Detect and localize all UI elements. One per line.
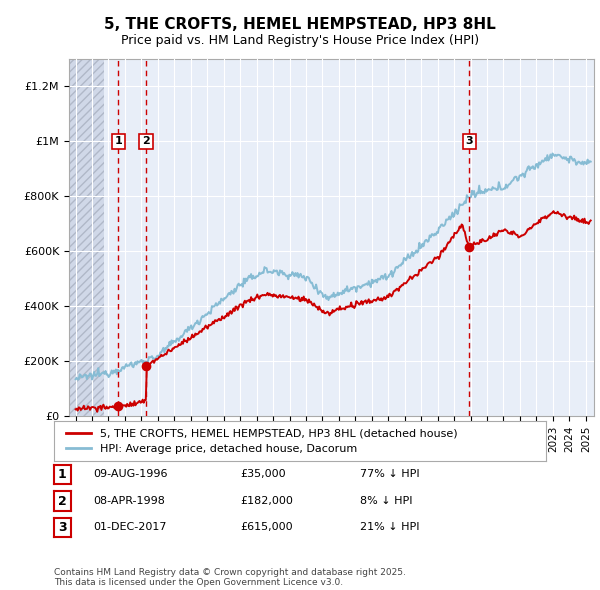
Text: 3: 3 xyxy=(466,136,473,146)
Bar xyxy=(69,59,104,416)
Text: £615,000: £615,000 xyxy=(240,523,293,532)
Text: £182,000: £182,000 xyxy=(240,496,293,506)
Bar xyxy=(69,59,104,416)
Text: 01-DEC-2017: 01-DEC-2017 xyxy=(93,523,167,532)
Text: Contains HM Land Registry data © Crown copyright and database right 2025.
This d: Contains HM Land Registry data © Crown c… xyxy=(54,568,406,587)
Text: 5, THE CROFTS, HEMEL HEMPSTEAD, HP3 8HL: 5, THE CROFTS, HEMEL HEMPSTEAD, HP3 8HL xyxy=(104,17,496,31)
Text: Price paid vs. HM Land Registry's House Price Index (HPI): Price paid vs. HM Land Registry's House … xyxy=(121,34,479,47)
Text: 3: 3 xyxy=(58,521,67,535)
Text: 08-APR-1998: 08-APR-1998 xyxy=(93,496,165,506)
Text: 21% ↓ HPI: 21% ↓ HPI xyxy=(360,523,419,532)
Text: £35,000: £35,000 xyxy=(240,470,286,479)
Text: 2: 2 xyxy=(58,494,67,508)
Text: 1: 1 xyxy=(58,468,67,481)
Text: 8% ↓ HPI: 8% ↓ HPI xyxy=(360,496,413,506)
Text: 1: 1 xyxy=(115,136,122,146)
Text: 77% ↓ HPI: 77% ↓ HPI xyxy=(360,470,419,479)
Text: 09-AUG-1996: 09-AUG-1996 xyxy=(93,470,167,479)
Text: 2: 2 xyxy=(142,136,150,146)
Legend: 5, THE CROFTS, HEMEL HEMPSTEAD, HP3 8HL (detached house), HPI: Average price, de: 5, THE CROFTS, HEMEL HEMPSTEAD, HP3 8HL … xyxy=(59,422,464,461)
